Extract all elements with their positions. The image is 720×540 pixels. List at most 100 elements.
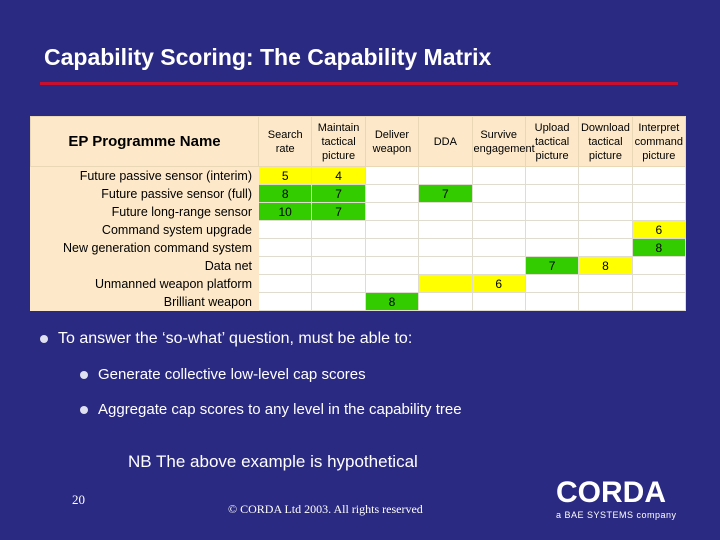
programme-name: Future long-range sensor bbox=[30, 202, 259, 221]
capability-matrix: EP Programme Name Search rate Maintain t… bbox=[30, 116, 687, 311]
matrix-row: Future long-range sensor 10 7 bbox=[30, 202, 687, 221]
score-cell bbox=[364, 166, 420, 185]
score-cell bbox=[311, 256, 366, 275]
corda-logo: CORDA a BAE SYSTEMS company bbox=[556, 478, 678, 522]
score-cell bbox=[257, 238, 313, 257]
bullet-sub-text: Aggregate cap scores to any level in the… bbox=[98, 401, 462, 418]
score-cell bbox=[364, 256, 420, 275]
score-cell bbox=[524, 292, 580, 311]
score-cell: 7 bbox=[524, 256, 580, 275]
score-cell bbox=[311, 220, 366, 239]
score-cell: 6 bbox=[471, 274, 526, 293]
programme-name: New generation command system bbox=[30, 238, 259, 257]
score-cell bbox=[524, 184, 580, 203]
score-cell: 8 bbox=[631, 238, 687, 257]
column-header: Download tactical picture bbox=[578, 116, 633, 167]
score-cell: 8 bbox=[364, 292, 420, 311]
score-cell bbox=[364, 184, 420, 203]
score-cell bbox=[524, 220, 580, 239]
score-cell: 8 bbox=[257, 184, 313, 203]
slide-title: Capability Scoring: The Capability Matri… bbox=[44, 44, 492, 70]
score-cell bbox=[631, 166, 687, 185]
column-header: Search rate bbox=[257, 116, 313, 167]
score-cell bbox=[364, 220, 420, 239]
score-cell bbox=[418, 166, 473, 185]
score-cell bbox=[471, 202, 526, 221]
hypothetical-note: NB The above example is hypothetical bbox=[128, 452, 418, 471]
programme-name: Future passive sensor (interim) bbox=[30, 166, 259, 185]
score-cell bbox=[257, 220, 313, 239]
score-cell: 5 bbox=[257, 166, 313, 185]
score-cell bbox=[578, 202, 633, 221]
matrix-row: Data net 7 8 bbox=[30, 256, 687, 275]
title-rule bbox=[40, 82, 678, 85]
score-cell bbox=[418, 292, 473, 311]
column-header: Survive engagement bbox=[471, 116, 535, 167]
score-cell bbox=[364, 274, 420, 293]
score-cell bbox=[471, 184, 526, 203]
bullet-dot-icon bbox=[80, 371, 88, 380]
matrix-row: New generation command system 8 bbox=[30, 238, 687, 257]
score-cell bbox=[471, 166, 526, 185]
bullet-dot-icon bbox=[80, 406, 88, 415]
score-cell: 7 bbox=[418, 184, 473, 203]
score-cell bbox=[311, 292, 366, 311]
score-cell bbox=[311, 274, 366, 293]
bullet-dot-icon bbox=[40, 334, 48, 343]
bullet-sub-text: Generate collective low-level cap scores bbox=[98, 366, 366, 383]
matrix-row: Unmanned weapon platform 6 bbox=[30, 274, 687, 293]
score-cell bbox=[631, 202, 687, 221]
matrix-row: Future passive sensor (interim) 5 4 bbox=[30, 166, 687, 185]
score-cell bbox=[471, 256, 526, 275]
score-cell bbox=[257, 274, 313, 293]
score-cell bbox=[257, 292, 313, 311]
column-header: DDA bbox=[418, 116, 473, 167]
programme-name: Unmanned weapon platform bbox=[30, 274, 259, 293]
matrix-row: Command system upgrade 6 bbox=[30, 220, 687, 239]
bullet-main: To answer the ‘so-what’ question, must b… bbox=[40, 330, 412, 348]
score-cell bbox=[418, 202, 473, 221]
copyright-text: © CORDA Ltd 2003. All rights reserved bbox=[228, 502, 423, 516]
matrix-row: Future passive sensor (full) 8 7 7 bbox=[30, 184, 687, 203]
score-cell bbox=[578, 238, 633, 257]
score-cell bbox=[524, 274, 580, 293]
score-cell bbox=[418, 238, 473, 257]
score-cell bbox=[364, 202, 420, 221]
column-header: Interpret command picture bbox=[631, 116, 687, 167]
score-cell bbox=[311, 238, 366, 257]
score-cell bbox=[631, 292, 687, 311]
score-cell bbox=[578, 292, 633, 311]
score-cell bbox=[257, 256, 313, 275]
score-cell bbox=[631, 256, 687, 275]
score-cell bbox=[524, 238, 580, 257]
score-cell: 7 bbox=[311, 202, 366, 221]
logo-wordmark: CORDA bbox=[556, 476, 666, 509]
matrix-row: Brilliant weapon 8 bbox=[30, 292, 687, 311]
score-cell: 4 bbox=[311, 166, 366, 185]
programme-name: Brilliant weapon bbox=[30, 292, 259, 311]
page-number: 20 bbox=[72, 492, 85, 507]
score-cell bbox=[631, 274, 687, 293]
programme-name-header: EP Programme Name bbox=[30, 116, 259, 167]
bullet-main-text: To answer the ‘so-what’ question, must b… bbox=[58, 330, 413, 347]
programme-name: Command system upgrade bbox=[30, 220, 259, 239]
score-cell bbox=[578, 274, 633, 293]
score-cell bbox=[364, 238, 420, 257]
bullet-sub: Aggregate cap scores to any level in the… bbox=[80, 401, 462, 418]
column-header: Deliver weapon bbox=[364, 116, 420, 167]
score-cell bbox=[578, 220, 633, 239]
score-cell bbox=[524, 166, 580, 185]
matrix-header-row: EP Programme Name Search rate Maintain t… bbox=[30, 116, 687, 167]
score-cell bbox=[631, 184, 687, 203]
score-cell bbox=[418, 220, 473, 239]
score-cell bbox=[418, 274, 473, 293]
score-cell bbox=[578, 184, 633, 203]
programme-name: Future passive sensor (full) bbox=[30, 184, 259, 203]
score-cell: 7 bbox=[311, 184, 366, 203]
score-cell bbox=[471, 238, 526, 257]
score-cell bbox=[418, 256, 473, 275]
score-cell bbox=[524, 202, 580, 221]
score-cell: 10 bbox=[257, 202, 313, 221]
column-header: Maintain tactical picture bbox=[311, 116, 366, 167]
score-cell bbox=[578, 166, 633, 185]
